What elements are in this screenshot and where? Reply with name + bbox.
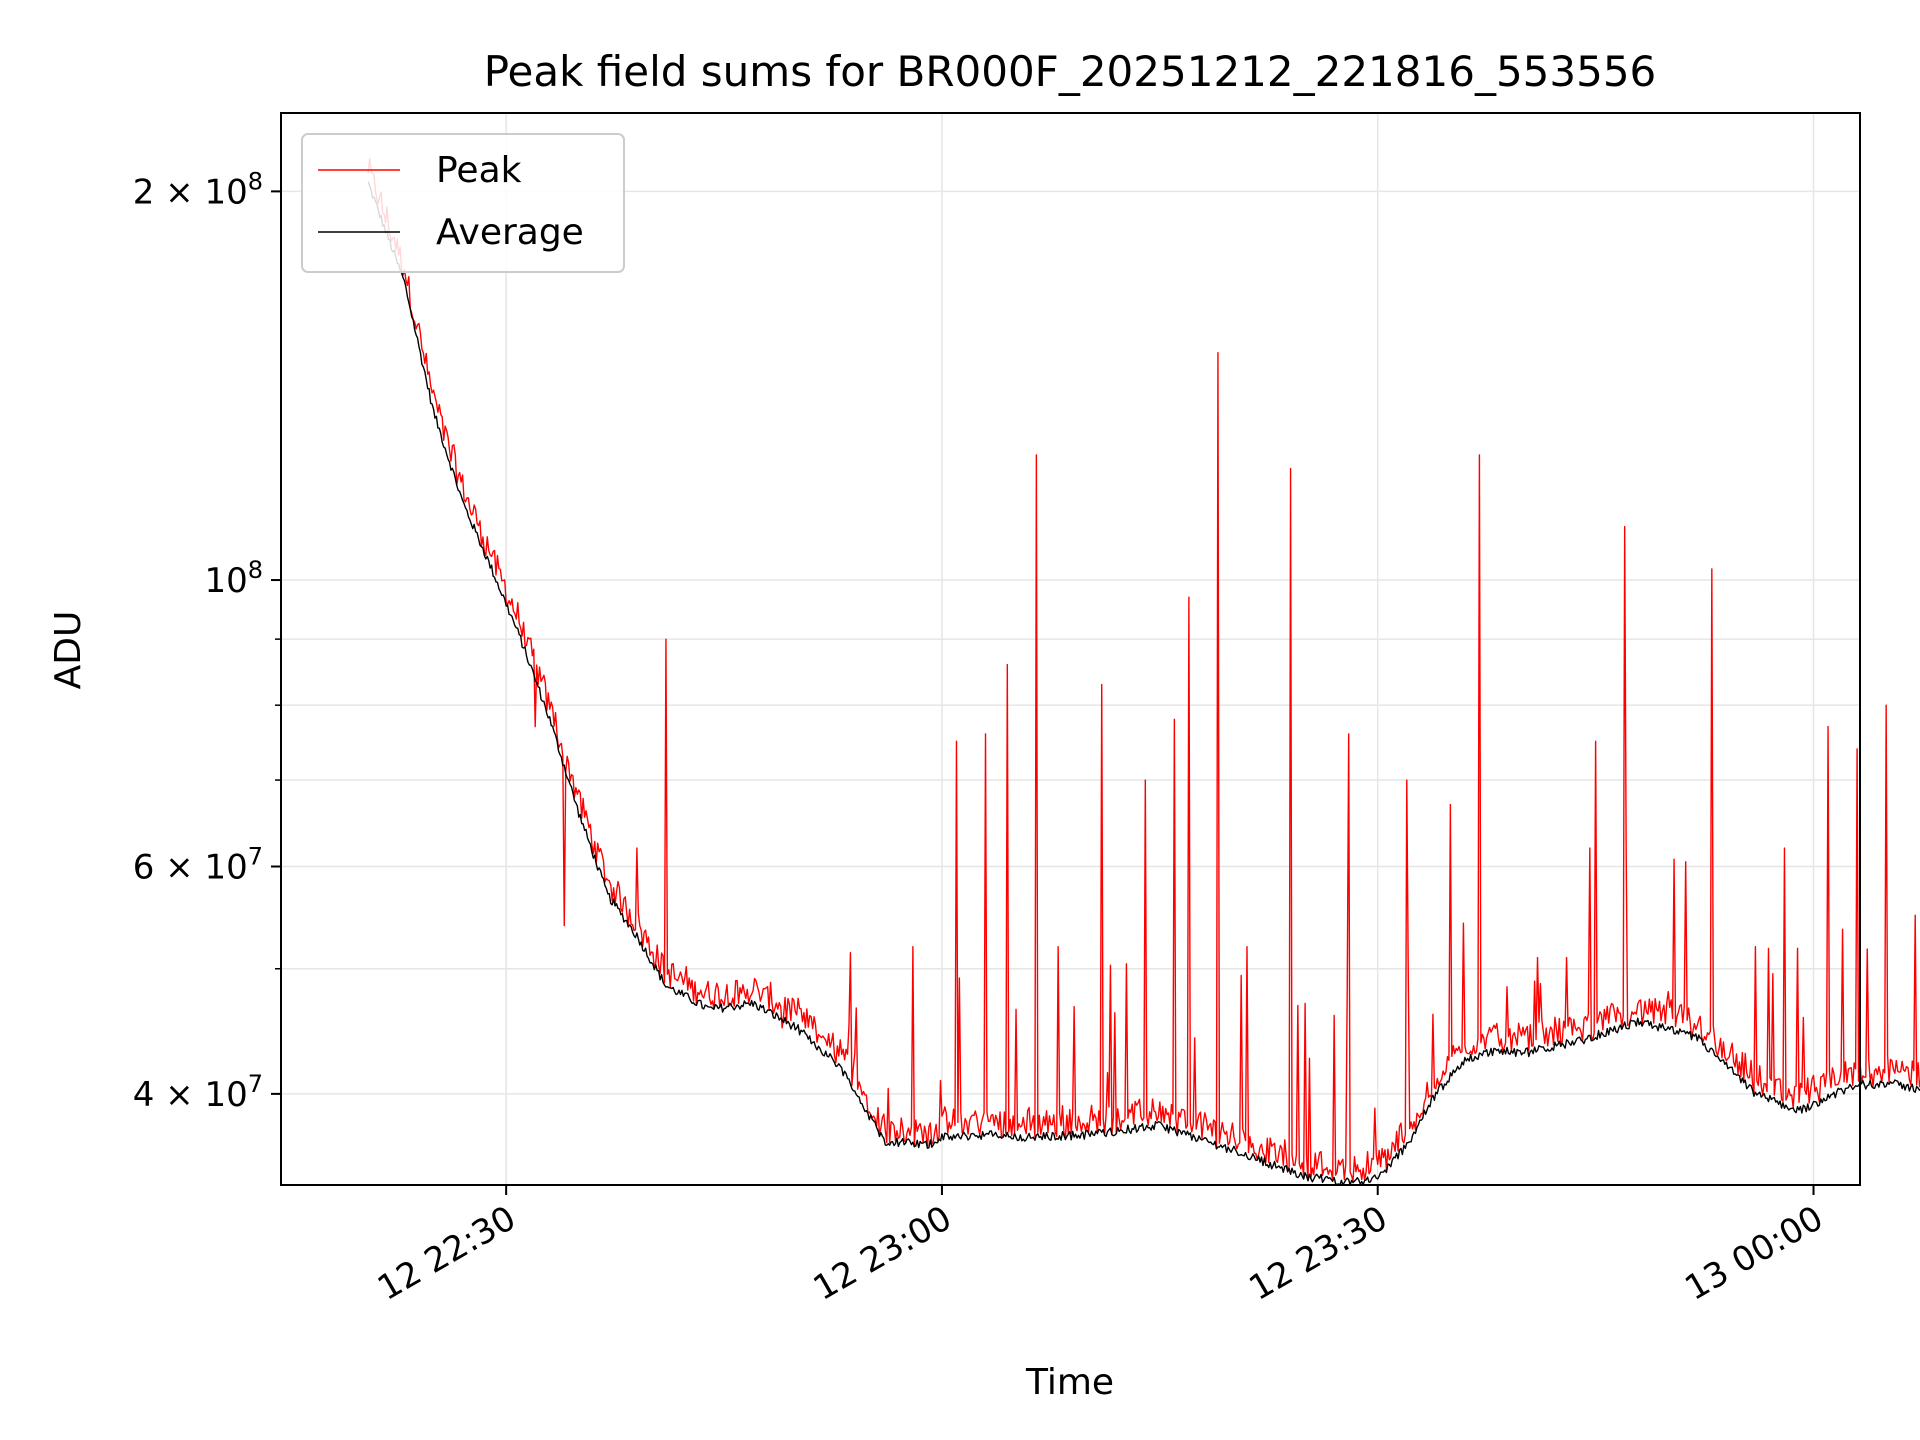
y-tick-label: 6 × 107 bbox=[133, 843, 263, 888]
y-tick-label: 108 bbox=[204, 556, 263, 601]
legend-peak-label: Peak bbox=[436, 150, 522, 191]
legend-average-label: Average bbox=[436, 212, 584, 253]
legend-box bbox=[301, 133, 625, 273]
y-tick-label: 4 × 107 bbox=[133, 1070, 263, 1115]
y-tick-label: 2 × 108 bbox=[133, 167, 263, 212]
legend: Peak Average bbox=[301, 133, 625, 273]
y-axis-label: ADU bbox=[48, 611, 89, 690]
x-axis-label: Time bbox=[1025, 1362, 1114, 1403]
plot-area-frame bbox=[280, 112, 1861, 1186]
gridlines bbox=[281, 113, 1860, 1185]
chart-title: Peak field sums for BR000F_20251212_2218… bbox=[484, 47, 1657, 96]
